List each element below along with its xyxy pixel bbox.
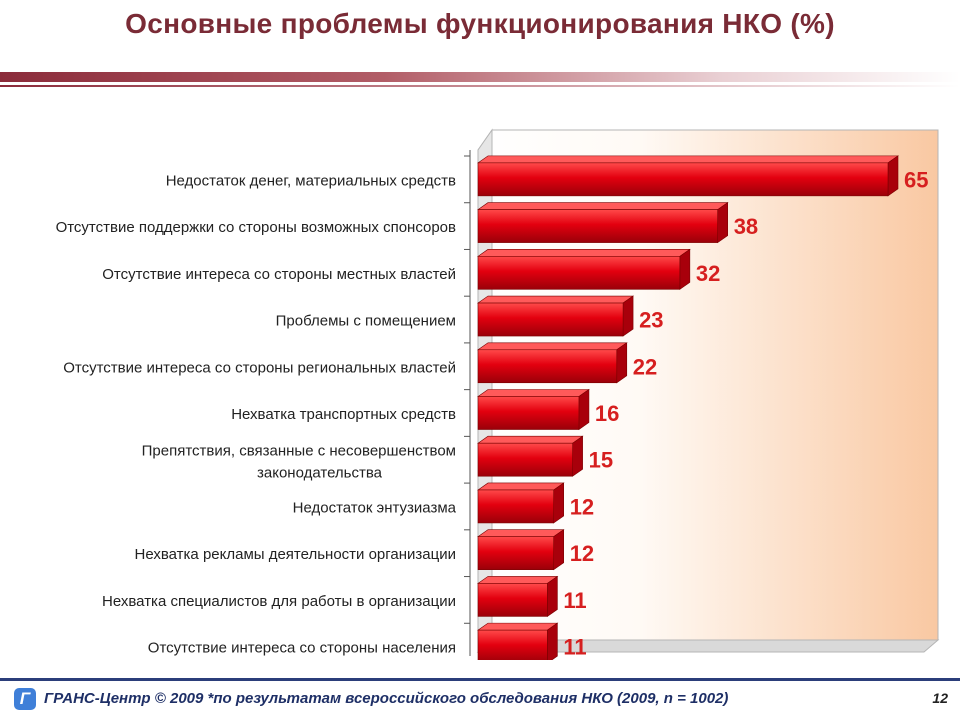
category-label: Отсутствие интереса со стороны региональ… (63, 359, 456, 376)
bar-side (547, 575, 558, 617)
category-label: Отсутствие поддержки со стороны возможны… (56, 219, 456, 236)
bar-top (477, 622, 559, 631)
bar-top (477, 435, 584, 444)
value-label: 38 (734, 214, 758, 239)
slide-title: Основные проблемы функционирования НКО (… (125, 8, 835, 39)
value-label: 22 (633, 354, 657, 379)
bar (477, 209, 718, 243)
bar-top (477, 295, 635, 304)
bar-top (477, 482, 565, 491)
bar-side (717, 202, 728, 244)
bar-chart: Недостаток денег, материальных средств От… (56, 128, 940, 660)
bar-side (553, 529, 564, 571)
page-number: 12 (932, 690, 948, 706)
bar (477, 256, 681, 290)
title-divider-thin (0, 85, 960, 87)
footer-divider (0, 678, 960, 681)
bar (477, 629, 548, 660)
title-divider (0, 72, 960, 82)
category-label: Отсутствие интереса со стороны населения (148, 640, 456, 657)
value-label: 65 (904, 167, 928, 192)
value-label: 32 (696, 261, 720, 286)
value-label: 12 (570, 494, 594, 519)
category-label: Отсутствие интереса со стороны местных в… (102, 266, 456, 283)
bar (477, 302, 624, 337)
bar-top (477, 202, 729, 210)
bar-top (477, 576, 559, 584)
value-label: 16 (595, 401, 619, 426)
bar-top (477, 155, 899, 164)
bar-side (622, 295, 634, 337)
bar-top (477, 342, 628, 351)
value-label: 23 (639, 308, 663, 333)
bar-top (477, 389, 590, 397)
category-label: Препятствия, связанные с несовершенством (142, 443, 456, 460)
category-label: Нехватка рекламы деятельности организаци… (135, 546, 456, 563)
bar (477, 162, 889, 197)
value-label: 11 (563, 635, 586, 660)
bar-side (679, 248, 691, 290)
footer: Г ГРАНС-Центр © 2009 *по результатам все… (0, 686, 960, 716)
bar-series (477, 155, 899, 660)
bar-side (572, 435, 583, 477)
category-label: Недостаток денег, материальных средств (166, 172, 456, 189)
bar-side (553, 482, 564, 524)
bar-top (477, 249, 691, 257)
bar (477, 442, 573, 477)
category-label: Нехватка специалистов для работы в орган… (102, 593, 456, 610)
value-labels: 65 38 32 23 22 16 15 12 12 11 11 (563, 167, 928, 659)
bar (477, 583, 548, 617)
value-label: 12 (570, 541, 594, 566)
bar (477, 349, 618, 384)
category-label: Недостаток энтузиазма (293, 499, 457, 516)
bar (477, 396, 580, 430)
category-label: Проблемы с помещением (276, 313, 456, 330)
value-label: 15 (589, 448, 613, 473)
bar (477, 489, 554, 524)
bar-side (616, 342, 628, 384)
bar (477, 536, 554, 570)
category-label: Нехватка транспортных средств (231, 406, 456, 423)
bar-top (477, 529, 565, 537)
value-label: 11 (563, 588, 586, 613)
bar-side (887, 155, 899, 197)
bar-side (578, 388, 590, 431)
category-labels: Недостаток денег, материальных средств От… (56, 172, 457, 656)
grans-logo-icon: Г (14, 688, 36, 710)
footer-text: ГРАНС-Центр © 2009 *по результатам всеро… (44, 690, 729, 707)
category-label: законодательства (257, 465, 383, 482)
